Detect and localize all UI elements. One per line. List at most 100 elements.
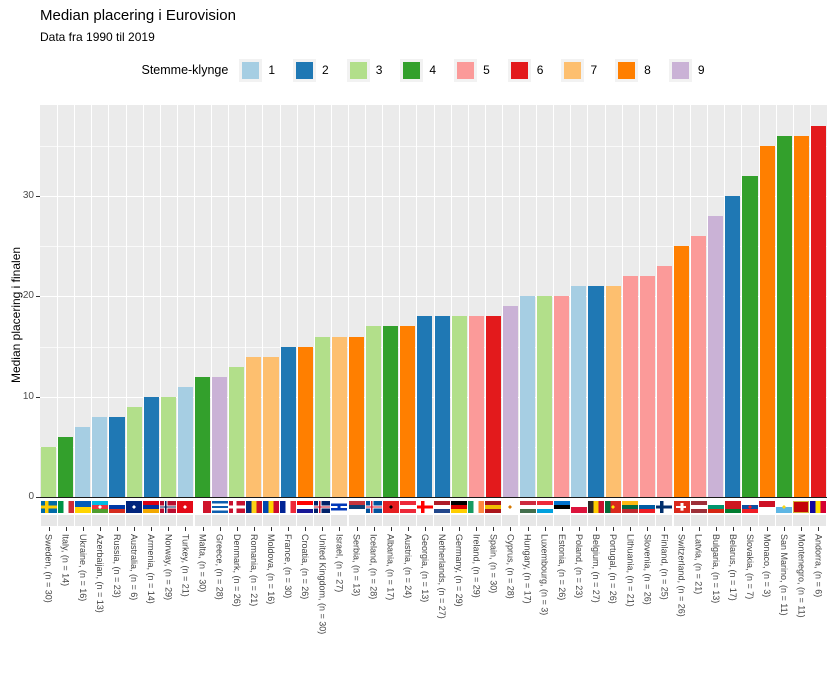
x-tick-label-slovenia: Slovenia, (n = 26) bbox=[642, 534, 653, 605]
y-tick-label: 0 bbox=[28, 491, 34, 502]
x-axis-tick bbox=[561, 527, 563, 531]
plot-panel bbox=[40, 105, 827, 526]
luxembourg-flag-icon bbox=[536, 501, 553, 513]
bar-slovenia bbox=[639, 276, 655, 497]
x-axis-tick bbox=[698, 527, 700, 531]
bar-poland bbox=[571, 286, 587, 497]
legend-item-5: 5 bbox=[457, 61, 490, 79]
lithuania-flag-icon bbox=[622, 501, 639, 513]
x-axis-tick bbox=[390, 527, 392, 531]
croatia-flag-icon bbox=[297, 501, 314, 513]
flag-strip-cell bbox=[160, 515, 177, 526]
flag-strip-cell bbox=[570, 515, 587, 526]
x-axis-tick bbox=[82, 527, 84, 531]
legend-key-1-swatch bbox=[242, 61, 260, 79]
malta-flag-icon bbox=[194, 501, 211, 513]
greece-flag-icon bbox=[211, 501, 228, 513]
x-axis-tick bbox=[715, 527, 717, 531]
x-axis-tick bbox=[202, 527, 204, 531]
flag-strip-cell bbox=[502, 515, 519, 526]
x-axis-tick bbox=[647, 527, 649, 531]
x-tick-label-bulgaria: Bulgaria, (n = 13) bbox=[710, 534, 721, 604]
x-tick-label-lithuania: Lithuania, (n = 21) bbox=[625, 534, 636, 607]
flag-strip-cell bbox=[724, 515, 741, 526]
vertical-gridline bbox=[655, 105, 657, 497]
bar-spain bbox=[485, 316, 501, 497]
bar-italy bbox=[58, 436, 74, 497]
flag-strip-cell bbox=[673, 515, 690, 526]
legend-key-3-swatch bbox=[349, 61, 367, 79]
vertical-gridline bbox=[467, 105, 469, 497]
x-tick-label-georgia: Georgia, (n = 13) bbox=[419, 534, 430, 603]
x-axis-tick bbox=[253, 527, 255, 531]
flag-strip bbox=[40, 498, 827, 526]
legend-key-9-label: 9 bbox=[697, 63, 705, 77]
x-tick-label-united-kingdom: United Kingdom, (n = 30) bbox=[317, 534, 328, 635]
x-axis-tick bbox=[596, 527, 598, 531]
ukraine-flag-icon bbox=[74, 501, 91, 513]
bar-serbia bbox=[348, 336, 365, 497]
switzerland-flag-icon bbox=[673, 501, 690, 513]
legend-key-8-swatch bbox=[618, 61, 636, 79]
legend: Stemme-klynge 1 2 3 4 5 6 7 8 9 bbox=[40, 52, 827, 88]
legend-item-2: 2 bbox=[296, 61, 329, 79]
vertical-gridline bbox=[91, 105, 93, 497]
x-axis-tick bbox=[578, 527, 580, 531]
legend-key-6-swatch bbox=[510, 61, 528, 79]
x-axis-tick bbox=[116, 527, 118, 531]
vertical-gridline bbox=[57, 105, 59, 497]
x-tick-label-belgium: Belgium, (n = 27) bbox=[591, 534, 602, 603]
x-tick-label-san-marino: San Marino, (n = 11) bbox=[779, 534, 790, 616]
flag-strip-cell bbox=[416, 515, 433, 526]
x-axis-tick bbox=[151, 527, 153, 531]
bar-russia bbox=[109, 416, 125, 497]
x-tick-label-ukraine: Ukraine, (n = 16) bbox=[77, 534, 88, 602]
x-tick-label-denmark: Denmark, (n = 26) bbox=[231, 534, 242, 607]
x-tick-label-ireland: Ireland, (n = 29) bbox=[471, 534, 482, 598]
x-axis-tick bbox=[681, 527, 683, 531]
vertical-gridline bbox=[758, 105, 760, 497]
flag-strip-cell bbox=[519, 515, 536, 526]
legend-item-6: 6 bbox=[510, 61, 543, 79]
x-axis-tick bbox=[322, 527, 324, 531]
vertical-gridline bbox=[792, 105, 794, 497]
italy-flag-icon bbox=[57, 501, 74, 513]
flag-strip-cell bbox=[348, 515, 365, 526]
israel-flag-icon bbox=[331, 501, 348, 513]
austria-flag-icon bbox=[399, 501, 416, 513]
x-tick-label-romania: Romania, (n = 21) bbox=[248, 534, 259, 607]
flag-strip-cell bbox=[536, 515, 553, 526]
bar-finland bbox=[656, 266, 672, 497]
bulgaria-flag-icon bbox=[707, 501, 724, 513]
x-tick-label-latvia: Latvia, (n = 21) bbox=[693, 534, 704, 595]
x-tick-label-moldova: Moldova, (n = 16) bbox=[265, 534, 276, 605]
bar-lithuania bbox=[622, 276, 638, 497]
vertical-gridline bbox=[125, 105, 127, 497]
flag-strip-cell bbox=[40, 515, 57, 526]
vertical-gridline bbox=[553, 105, 555, 497]
estonia-flag-icon bbox=[553, 501, 570, 513]
bar-ukraine bbox=[75, 426, 91, 497]
moldova-flag-icon bbox=[262, 501, 279, 513]
flag-strip-cell bbox=[331, 515, 348, 526]
y-axis-tick bbox=[36, 296, 40, 298]
x-axis-tick bbox=[134, 527, 136, 531]
bar-portugal bbox=[605, 286, 621, 497]
x-tick-label-norway: Norway, (n = 29) bbox=[163, 534, 174, 601]
x-axis-tick bbox=[219, 527, 221, 531]
x-tick-label-turkey: Turkey, (n = 21) bbox=[180, 534, 191, 597]
san-marino-flag-icon bbox=[776, 501, 793, 513]
legend-item-7: 7 bbox=[564, 61, 597, 79]
legend-item-8: 8 bbox=[618, 61, 651, 79]
page-title: Median placering i Eurovision bbox=[40, 7, 236, 24]
flag-strip-cell bbox=[707, 515, 724, 526]
x-tick-label-spain: Spain, (n = 30) bbox=[488, 534, 499, 594]
x-axis-tick bbox=[750, 527, 751, 531]
y-axis-tick bbox=[36, 497, 40, 498]
france-flag-icon bbox=[280, 501, 297, 513]
bar-bulgaria bbox=[708, 216, 724, 497]
x-tick-label-sweden: Sweden, (n = 30) bbox=[43, 534, 54, 603]
x-tick-label-slovakia: Slovakia, (n = 7) bbox=[745, 534, 755, 600]
x-axis-tick bbox=[442, 527, 444, 531]
bar-georgia bbox=[417, 316, 433, 497]
